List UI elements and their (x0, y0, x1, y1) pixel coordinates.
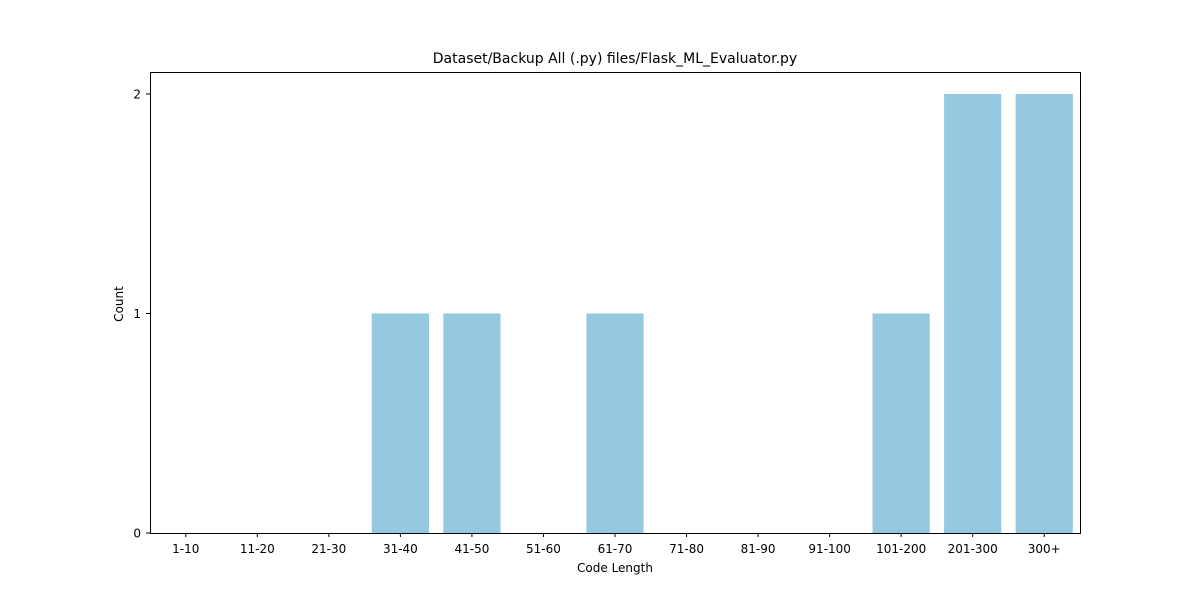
x-tick-label: 31-40 (383, 542, 418, 556)
x-axis-ticks: 1-10 11-20 21-30 31-40 41-50 51-60 61-70 71-80 8… (172, 533, 1061, 556)
bar-201-300 (944, 93, 1002, 533)
y-tick-label: 2 (133, 87, 141, 101)
bar-101-200 (872, 313, 930, 533)
x-tick-label: 21-30 (311, 542, 346, 556)
x-tick-label: 61-70 (598, 542, 633, 556)
x-tick-label: 41-50 (454, 542, 489, 556)
x-tick-label: 300+ (1028, 542, 1061, 556)
x-tick-label: 11-20 (240, 542, 275, 556)
bar-61-70 (586, 313, 644, 533)
y-axis-ticks: 0 1 2 (133, 87, 150, 541)
bar-41-50 (443, 313, 501, 533)
x-tick-label: 71-80 (669, 542, 704, 556)
y-axis-label: Count (112, 286, 126, 322)
x-axis-label: Code Length (577, 561, 653, 575)
x-tick-label: 101-200 (876, 542, 926, 556)
bar-31-40 (371, 313, 429, 533)
chart-title: Dataset/Backup All (.py) files/Flask_ML_… (433, 51, 797, 67)
x-tick-label: 91-100 (808, 542, 851, 556)
bars-group (371, 93, 1073, 533)
x-tick-label: 1-10 (172, 542, 199, 556)
y-tick-label: 0 (133, 527, 141, 541)
x-tick-label: 51-60 (526, 542, 561, 556)
x-tick-label: 201-300 (948, 542, 998, 556)
y-tick-label: 1 (133, 307, 141, 321)
bar-300 (1015, 93, 1073, 533)
x-tick-label: 81-90 (741, 542, 776, 556)
